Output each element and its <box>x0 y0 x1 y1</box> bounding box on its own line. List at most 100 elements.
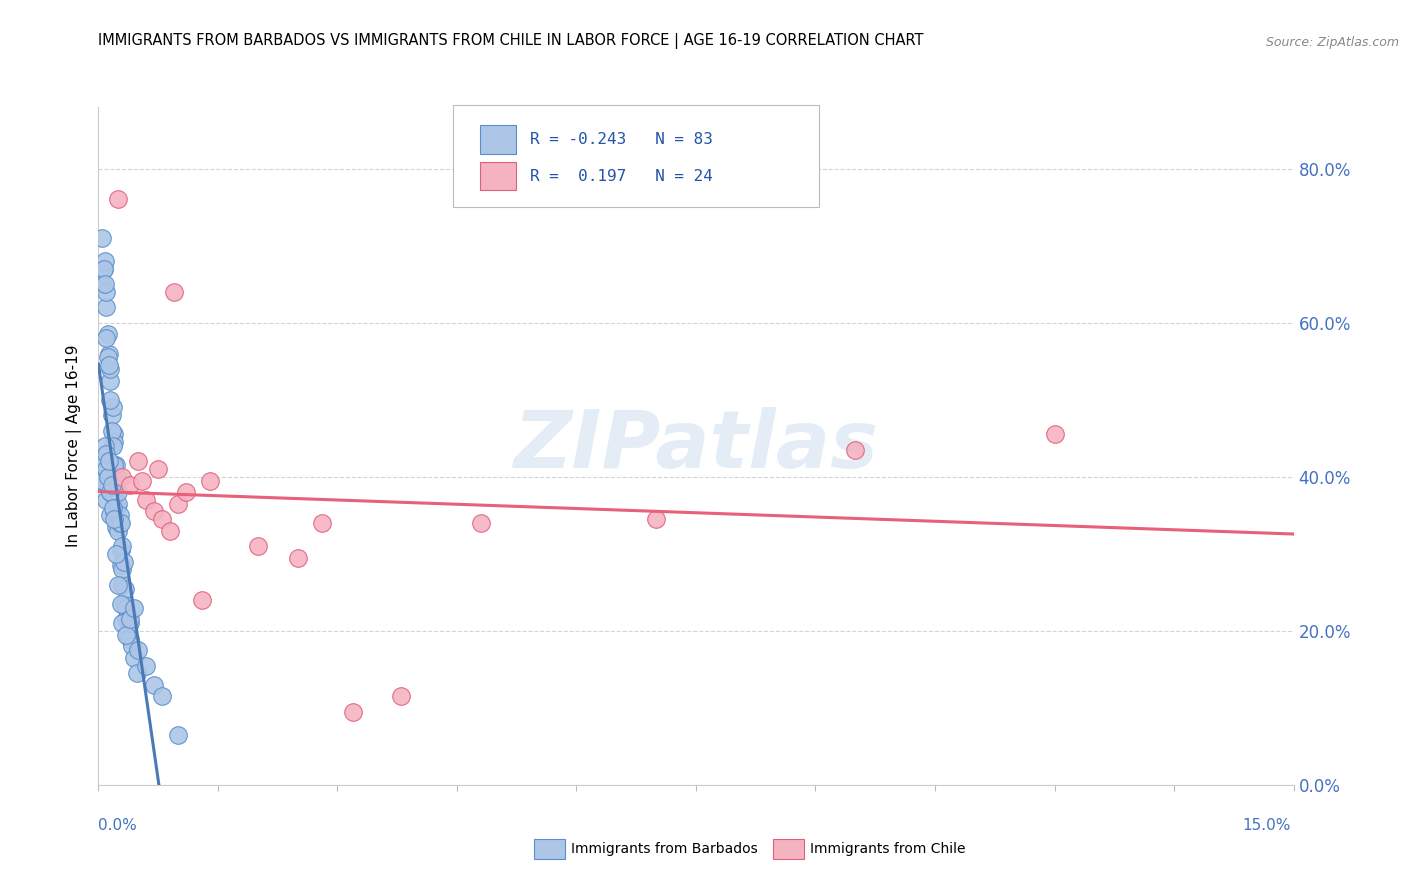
Point <box>167 728 190 742</box>
Point <box>93 261 115 276</box>
Point <box>94 439 117 453</box>
Point <box>118 612 141 626</box>
Point <box>163 285 186 299</box>
Point <box>135 658 157 673</box>
Point <box>91 454 114 468</box>
Point <box>94 470 117 484</box>
Point <box>131 474 153 488</box>
Point <box>96 285 118 299</box>
Text: ZIPatlas: ZIPatlas <box>513 407 879 485</box>
Point <box>112 597 135 611</box>
Text: R =  0.197   N = 24: R = 0.197 N = 24 <box>530 169 713 184</box>
Point <box>117 628 139 642</box>
Point <box>125 666 148 681</box>
Point <box>96 477 118 491</box>
Point <box>107 577 129 591</box>
Point <box>91 277 114 292</box>
Point <box>97 327 120 342</box>
Point <box>120 616 142 631</box>
Point <box>110 516 132 530</box>
Bar <box>479 126 516 153</box>
Point <box>101 485 124 500</box>
Point <box>98 485 122 500</box>
Point <box>342 705 364 719</box>
Point <box>107 524 129 538</box>
Point <box>107 193 129 207</box>
Point <box>104 458 127 473</box>
Point <box>115 612 138 626</box>
Point <box>389 690 412 704</box>
Point <box>150 690 173 704</box>
Point <box>111 577 134 591</box>
Text: Immigrants from Chile: Immigrants from Chile <box>810 842 966 856</box>
Text: R = -0.243   N = 83: R = -0.243 N = 83 <box>530 132 713 147</box>
Point <box>115 600 138 615</box>
Point <box>143 504 166 518</box>
Point <box>101 401 124 415</box>
Point <box>91 231 114 245</box>
Point <box>91 474 114 488</box>
Text: Immigrants from Barbados: Immigrants from Barbados <box>571 842 758 856</box>
Point <box>108 508 131 523</box>
Point <box>167 497 190 511</box>
Point <box>107 485 129 500</box>
Point <box>96 301 118 315</box>
Point <box>121 640 143 654</box>
Text: IMMIGRANTS FROM BARBADOS VS IMMIGRANTS FROM CHILE IN LABOR FORCE | AGE 16-19 COR: IMMIGRANTS FROM BARBADOS VS IMMIGRANTS F… <box>98 33 924 49</box>
Bar <box>479 162 516 190</box>
Point <box>103 512 125 526</box>
Point <box>97 358 120 372</box>
Point <box>97 351 120 365</box>
Point <box>108 516 131 530</box>
Point <box>120 612 142 626</box>
Text: 15.0%: 15.0% <box>1243 818 1291 832</box>
Point <box>112 555 135 569</box>
Point <box>101 500 124 515</box>
Point <box>127 454 149 468</box>
Point <box>105 500 128 515</box>
Point <box>103 504 125 518</box>
Point <box>98 485 122 500</box>
Point <box>94 254 117 268</box>
Point <box>120 477 142 491</box>
Point <box>470 516 492 530</box>
Point <box>107 497 129 511</box>
Point <box>101 408 124 422</box>
Point <box>135 492 157 507</box>
Point <box>111 616 134 631</box>
Point <box>97 470 120 484</box>
Point <box>110 597 132 611</box>
Y-axis label: In Labor Force | Age 16-19: In Labor Force | Age 16-19 <box>66 344 83 548</box>
Point <box>124 651 146 665</box>
Point <box>111 470 134 484</box>
Point <box>645 512 668 526</box>
Point <box>150 512 173 526</box>
Point <box>198 474 221 488</box>
Point <box>111 562 134 576</box>
Point <box>98 508 122 523</box>
Point <box>103 435 125 450</box>
Point <box>97 462 120 476</box>
Point <box>287 550 309 565</box>
Point <box>143 678 166 692</box>
Point <box>110 558 132 573</box>
Point <box>97 346 120 360</box>
Point <box>104 547 127 561</box>
Point <box>115 628 138 642</box>
Point <box>101 477 124 491</box>
Point <box>96 492 118 507</box>
Point <box>114 582 136 596</box>
Point <box>844 442 866 457</box>
Point <box>97 454 120 468</box>
Point <box>103 427 125 442</box>
Point <box>103 489 125 503</box>
Text: 0.0%: 0.0% <box>98 818 138 832</box>
Point <box>105 470 128 484</box>
Point <box>96 447 118 461</box>
FancyBboxPatch shape <box>453 105 820 207</box>
Point <box>120 632 142 646</box>
Point <box>101 424 124 438</box>
Point <box>103 458 125 473</box>
Point <box>98 374 122 388</box>
Point <box>159 524 181 538</box>
